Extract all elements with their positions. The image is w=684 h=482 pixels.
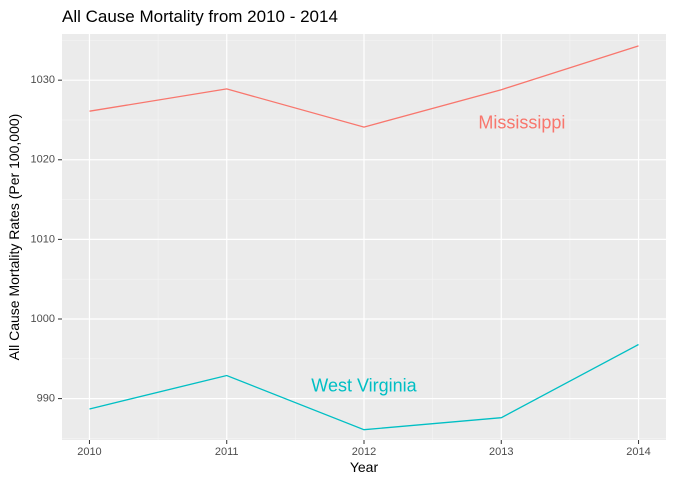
x-axis-ticks: 2010 2011 2012 2013 2014 <box>77 440 651 458</box>
y-axis-title: All Cause Mortality Rates (Per 100,000) <box>6 114 22 361</box>
x-tick-label: 2013 <box>489 446 513 458</box>
y-tick-label: 990 <box>37 393 55 405</box>
chart-title: All Cause Mortality from 2010 - 2014 <box>62 7 338 26</box>
line-west-virginia <box>89 343 639 431</box>
x-tick-label: 2010 <box>77 446 101 458</box>
y-tick-label: 1020 <box>31 154 55 166</box>
x-tick-label: 2012 <box>352 446 376 458</box>
y-tick-label: 1010 <box>31 233 55 245</box>
x-axis-title: Year <box>350 459 379 475</box>
major-gridlines <box>62 34 666 440</box>
y-tick-label: 1030 <box>31 74 55 86</box>
y-tick-label: 1000 <box>31 313 55 325</box>
line-mississippi <box>89 45 639 128</box>
series-labels: Mississippi West Virginia <box>311 113 565 396</box>
y-axis-ticks: 990 1000 1010 1020 1030 <box>31 74 62 405</box>
series-label-mississippi: Mississippi <box>478 113 565 133</box>
x-tick-label: 2011 <box>215 446 239 458</box>
series-label-west-virginia: West Virginia <box>311 375 417 395</box>
series-lines <box>89 45 639 431</box>
x-tick-label: 2014 <box>626 446 650 458</box>
